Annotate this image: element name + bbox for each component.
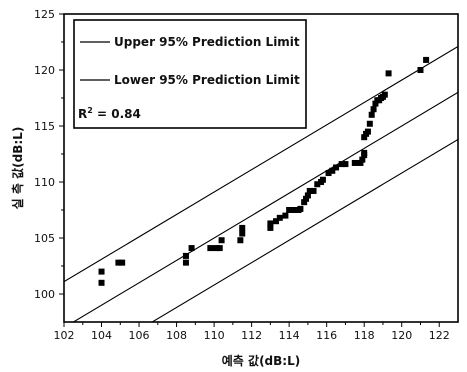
data-point — [329, 167, 336, 174]
data-points — [98, 56, 430, 286]
data-point — [417, 67, 424, 73]
data-point — [267, 220, 274, 227]
data-point — [361, 134, 368, 141]
data-point — [115, 259, 122, 266]
y-tick-label: 100 — [34, 288, 55, 301]
data-point — [310, 187, 317, 194]
data-point — [273, 218, 280, 225]
data-point — [301, 199, 308, 206]
data-point — [237, 237, 244, 244]
data-point — [218, 237, 225, 244]
legend-label-lower: Lower 95% Prediction Limit — [114, 73, 300, 87]
data-point — [361, 149, 368, 156]
data-point — [297, 205, 304, 212]
data-point — [319, 176, 326, 183]
y-axis-label: 실 측 값(dB:L) — [10, 127, 25, 210]
y-tick-label: 105 — [34, 232, 55, 245]
data-point — [381, 91, 388, 98]
x-tick-label: 116 — [316, 329, 337, 342]
r-squared-prefix: R — [78, 107, 87, 121]
data-point — [188, 245, 195, 252]
x-tick-label: 120 — [391, 329, 412, 342]
data-point — [304, 192, 311, 199]
data-point — [303, 195, 310, 202]
data-point — [182, 259, 189, 266]
data-point — [182, 252, 189, 259]
plot-frame — [63, 13, 459, 323]
data-point — [338, 161, 345, 168]
data-point — [282, 212, 289, 219]
data-point — [325, 170, 332, 177]
legend-label-upper: Upper 95% Prediction Limit — [114, 35, 300, 49]
data-point — [216, 245, 223, 252]
legend-box — [73, 19, 307, 129]
fit-line — [72, 91, 458, 322]
upper-line — [64, 46, 458, 283]
lower-line — [151, 138, 458, 322]
data-point — [357, 159, 364, 166]
data-point — [385, 70, 392, 77]
data-point — [267, 224, 274, 231]
data-point — [423, 56, 430, 63]
x-tick-label: 106 — [129, 329, 150, 342]
x-tick-label: 122 — [429, 329, 450, 342]
r-squared-annotation: R2 = 0.84 — [78, 106, 141, 121]
prediction-lines — [64, 46, 458, 322]
x-tick-label: 118 — [354, 329, 375, 342]
data-point — [314, 181, 321, 188]
data-point — [372, 100, 379, 107]
y-tick-label: 125 — [34, 8, 55, 21]
data-point — [368, 111, 375, 118]
data-point — [291, 207, 298, 213]
x-tick-label: 104 — [91, 329, 112, 342]
axis-ticks: 102 104 106 108 110 112 114 116 118 120 122 100 105 1… — [34, 8, 450, 342]
data-point — [98, 279, 105, 286]
data-point — [370, 106, 377, 113]
data-point — [359, 156, 366, 163]
data-point — [286, 207, 293, 213]
r-squared-superscript: 2 — [87, 106, 93, 115]
x-tick-label: 102 — [54, 329, 75, 342]
data-point — [276, 214, 283, 221]
x-tick-label: 108 — [166, 329, 187, 342]
legend: Upper 95% Prediction Limit Lower 95% Pre… — [73, 19, 307, 129]
data-point — [239, 230, 246, 237]
y-tick-label: 115 — [34, 120, 55, 133]
data-point — [98, 268, 105, 275]
r-squared-value: = 0.84 — [93, 107, 141, 121]
data-point — [351, 159, 358, 166]
data-point — [306, 187, 313, 194]
data-point — [342, 161, 349, 168]
data-point — [212, 245, 219, 252]
data-point — [207, 245, 214, 252]
data-point — [119, 259, 126, 266]
data-point — [364, 128, 371, 135]
x-tick-label: 112 — [241, 329, 262, 342]
data-point — [333, 164, 340, 171]
x-tick-label: 114 — [279, 329, 300, 342]
x-tick-label: 110 — [204, 329, 225, 342]
y-tick-label: 110 — [34, 176, 55, 189]
y-tick-label: 120 — [34, 64, 55, 77]
data-point — [239, 224, 246, 231]
data-point — [366, 120, 373, 127]
x-axis-label: 예측 값(dB:L) — [222, 353, 300, 368]
